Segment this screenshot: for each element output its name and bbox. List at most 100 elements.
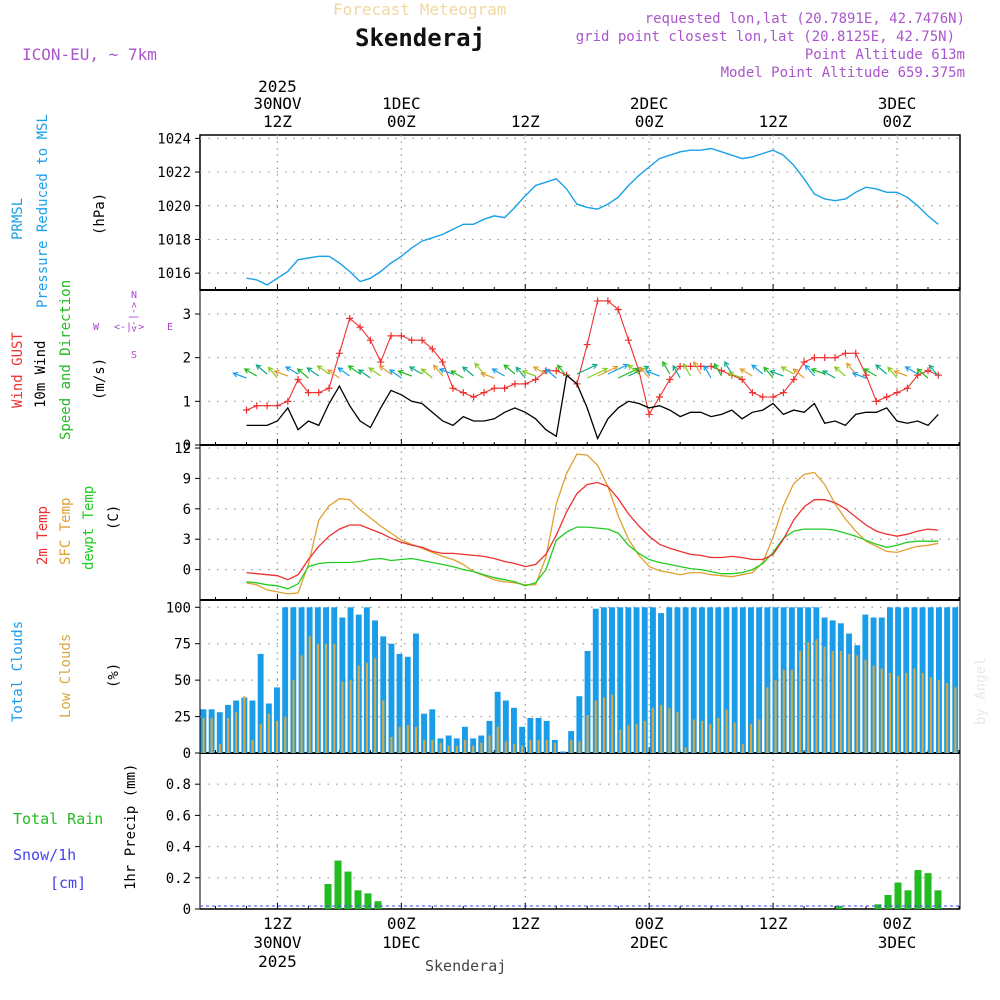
top-year-label: 2025 (258, 77, 297, 96)
low-cloud-bar (210, 718, 213, 753)
total-cloud-bar (764, 607, 771, 753)
low-cloud-bar (758, 719, 761, 753)
gust-marker (418, 336, 426, 344)
wind-direction-arrow (769, 369, 784, 377)
gust-marker (439, 358, 447, 366)
low-cloud-bar (750, 723, 753, 753)
low-cloud-bar (929, 677, 932, 753)
gust-marker (304, 389, 312, 397)
pressure-label: Pressure Reduced to MSL (35, 114, 51, 308)
y-tick-label: 3 (183, 307, 191, 323)
low-cloud-bar (692, 719, 695, 753)
dewpt-line (246, 526, 939, 590)
total-cloud-bar (560, 751, 566, 753)
wind-direction-arrow (357, 369, 371, 379)
wind-direction-arrow (628, 365, 650, 377)
rain-bar (324, 884, 332, 909)
gust-marker (449, 384, 457, 392)
wind-direction-arrow (597, 365, 619, 377)
panel-0: 1016 1018 1020 1022 1024 (157, 131, 961, 291)
wind-direction-arrow (243, 368, 258, 377)
low-cloud-bar (586, 715, 589, 753)
gust-marker (656, 393, 664, 401)
low-cloud-bar (259, 723, 262, 753)
wind-panel-labels: Wind GUST 10m Wind Speed and Direction (… (10, 280, 173, 440)
compass-ew: <-|-> (114, 322, 144, 333)
low-cloud-bar (856, 655, 859, 753)
wind-direction-arrow (532, 366, 547, 375)
low-cloud-bar (660, 704, 663, 753)
low-cloud-bar (521, 745, 524, 753)
low-cloud-bar (513, 744, 516, 753)
wind-direction-arrow (875, 364, 888, 375)
y-tick-label: 0 (183, 438, 191, 454)
total-cloud-bar (625, 607, 632, 753)
panel-frame (199, 752, 961, 910)
total-cloud-bar (413, 633, 419, 753)
wind-direction-arrow (491, 368, 505, 377)
wind-direction-arrow (347, 365, 361, 375)
gust-marker (346, 314, 354, 322)
total-cloud-bar (650, 607, 656, 753)
bottom-hour-label: 00Z (883, 914, 912, 933)
low-cloud-bar (807, 642, 810, 753)
bottom-hour-label: 00Z (387, 914, 416, 933)
top-date-label: 1DEC (382, 94, 421, 113)
low-cloud-bar (668, 707, 671, 753)
total-cloud-bar (216, 712, 223, 753)
y-tick-label: 1022 (157, 165, 191, 181)
wind10m-label: 10m Wind (33, 341, 49, 408)
pressure-unit: (hPa) (92, 193, 108, 235)
low-cloud-bar (684, 747, 687, 753)
gust-marker (428, 345, 436, 353)
low-cloud-bar (619, 729, 622, 753)
precip-panel-labels: Total Rain Snow/1h [cm] 1hr Precip (mm) (13, 764, 139, 892)
total-cloud-bar (944, 607, 951, 753)
gust-marker (490, 384, 498, 392)
total-cloud-bar (666, 607, 673, 753)
compass-ns: <-|-> (128, 302, 139, 332)
gust-marker (470, 393, 478, 401)
low-cloud-bar (227, 718, 230, 753)
rain-bar (334, 860, 342, 909)
wind-direction-arrow (420, 368, 433, 379)
low-cloud-bar (921, 672, 924, 753)
gust-marker (594, 297, 602, 305)
total-cloud-bar (658, 613, 664, 753)
wind-direction-arrow (284, 366, 299, 375)
wind-direction-arrow (408, 366, 423, 375)
pressure-panel-labels: PRMSL Pressure Reduced to MSL (hPa) (10, 114, 108, 308)
low-cloud-bar (676, 712, 679, 753)
low-cloud-bar (553, 742, 556, 753)
low-cloud-bar (455, 745, 458, 753)
low-cloud-bar (349, 680, 352, 753)
low-cloud-bar (406, 725, 409, 753)
low-cloud-bar (701, 720, 704, 753)
gust-marker (521, 380, 529, 388)
low-cloud-bar (815, 639, 818, 753)
total-cloud-bar (952, 607, 959, 753)
total-cloud-bar (739, 607, 746, 753)
low-cloud-bar (946, 683, 949, 753)
low-cloud-bar (823, 646, 826, 753)
gust-marker (676, 362, 684, 370)
wind-direction-arrow (438, 367, 454, 375)
wind-direction-arrow (515, 366, 526, 379)
gust-marker (924, 367, 932, 375)
gust-marker (335, 349, 343, 357)
y-tick-label: 0 (183, 563, 191, 579)
low-cloud-bar (774, 680, 777, 753)
low-cloud-bar (316, 643, 319, 753)
wind-direction-arrow (586, 367, 609, 379)
wind-direction-arrow (863, 368, 877, 377)
total-cloud-bar (690, 607, 697, 753)
bottom-hour-label: 12Z (263, 914, 292, 933)
low-cloud-bar (848, 653, 851, 753)
temp-panel-labels: 2m Temp SFC Temp dewpt Temp (C) (35, 486, 122, 570)
point-altitude: Point Altitude 613m (805, 47, 965, 63)
top-hour-label: 12Z (511, 112, 540, 131)
total-cloud-bar (429, 709, 436, 753)
wind-direction-arrow (576, 363, 598, 375)
total-cloud-bar (421, 713, 427, 753)
